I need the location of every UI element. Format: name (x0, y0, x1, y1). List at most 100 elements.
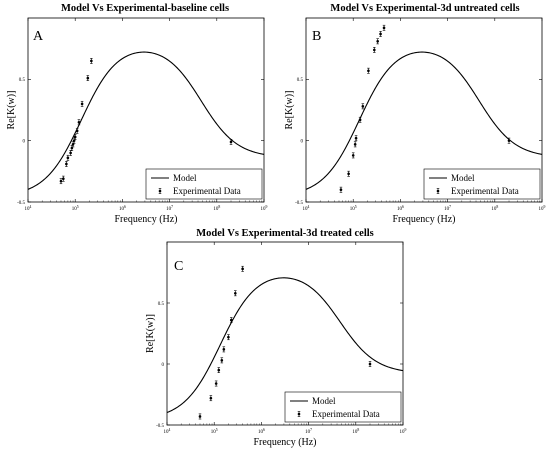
chart-title: Model Vs Experimental-baseline cells (61, 3, 229, 14)
experimental-point (351, 152, 355, 159)
y-tick-label: 0 (23, 139, 26, 144)
x-axis-label: Frequency (Hz) (392, 214, 455, 225)
legend-box (423, 168, 541, 200)
chart-title: Model Vs Experimental-3d treated cells (196, 228, 374, 239)
y-tick-label: 0.5 (19, 78, 26, 83)
experimental-point (347, 170, 350, 177)
experimental-point (358, 116, 362, 123)
experimental-point (65, 161, 68, 167)
legend-entry-experimental: Experimental Data (312, 409, 380, 419)
y-tick-label: 0.5 (158, 302, 165, 307)
y-tick-label: 0 (301, 139, 304, 144)
plot-frame (27, 17, 265, 203)
y-axis-label: Re[K(w)] (6, 91, 17, 130)
panel-letter: B (312, 29, 321, 44)
legend-box (145, 168, 263, 200)
x-tick-label: 109 (539, 205, 546, 212)
legend-swatch-experimental (297, 411, 301, 417)
x-tick-label: 109 (400, 428, 407, 435)
x-tick-label: 107 (444, 205, 451, 212)
experimental-point (229, 317, 233, 323)
legend-swatch-experimental (436, 188, 440, 194)
experimental-point (217, 367, 221, 374)
experimental-point (379, 31, 382, 37)
experimental-point (90, 58, 93, 64)
legend-swatch-experimental (158, 188, 162, 194)
experimental-point (222, 346, 226, 353)
legend-box (284, 391, 402, 423)
y-tick-label: 0.5 (297, 78, 304, 83)
legend-entry-model: Model (451, 173, 475, 183)
y-axis-label: Re[K(w)] (145, 314, 156, 353)
panel-letter: A (33, 29, 44, 44)
y-tick-label: -0.5 (17, 201, 25, 206)
x-tick-label: 108 (352, 428, 359, 435)
chart-title: Model Vs Experimental-3d untreated cells (330, 3, 519, 14)
experimental-point (75, 127, 79, 134)
x-tick-label: 104 (303, 205, 310, 212)
experimental-point (241, 265, 244, 272)
panel-letter: C (174, 259, 183, 274)
experimental-point (367, 67, 370, 74)
experimental-point (220, 357, 224, 364)
x-tick-label: 104 (25, 205, 32, 212)
x-tick-label: 104 (164, 428, 171, 435)
experimental-point (66, 154, 70, 161)
experimental-point (198, 413, 202, 420)
experimental-point (353, 141, 357, 148)
experimental-point (376, 38, 379, 45)
plot-frame (166, 241, 404, 426)
experimental-point (71, 141, 75, 148)
x-axis-label: Frequency (Hz) (114, 214, 177, 225)
chart-panel-c: Model Vs Experimental-3d treated cells 10… (145, 228, 407, 448)
experimental-point (368, 361, 372, 367)
legend: Model Experimental Data (145, 168, 263, 200)
x-tick-label: 106 (119, 205, 126, 212)
experimental-point (507, 137, 511, 144)
experimental-point (382, 24, 386, 31)
legend: Model Experimental Data (284, 391, 402, 423)
y-axis-label: Re[K(w)] (284, 91, 295, 130)
x-tick-label: 105 (350, 205, 357, 212)
experimental-point (86, 75, 90, 82)
x-tick-label: 106 (397, 205, 404, 212)
experimental-point (59, 178, 63, 185)
experimental-point (62, 175, 65, 182)
experimental-point (214, 380, 218, 387)
x-tick-label: 105 (211, 428, 218, 435)
y-tick-label: -0.5 (295, 201, 303, 206)
model-curve (305, 51, 543, 190)
experimental-point (354, 135, 358, 142)
experimental-point (209, 395, 213, 402)
x-tick-label: 108 (491, 205, 498, 212)
legend-entry-model: Model (312, 396, 336, 406)
chart-panel-b: Model Vs Experimental-3d untreated cells… (284, 3, 546, 225)
plot-frame (305, 17, 543, 203)
experimental-point (229, 138, 233, 145)
x-tick-label: 108 (213, 205, 220, 212)
experimental-point (373, 46, 376, 53)
chart-panel-a: Model Vs Experimental-baseline cells 104 1… (6, 3, 268, 225)
x-tick-label: 107 (305, 428, 312, 435)
x-tick-label: 109 (261, 205, 268, 212)
x-tick-label: 107 (166, 205, 173, 212)
legend-entry-experimental: Experimental Data (173, 186, 241, 196)
x-tick-label: 105 (72, 205, 79, 212)
experimental-point (80, 100, 84, 107)
y-tick-label: 0 (162, 363, 165, 368)
experimental-point (234, 290, 237, 297)
legend: Model Experimental Data (423, 168, 541, 200)
model-curve (166, 277, 404, 414)
experimental-point (361, 103, 365, 110)
experimental-point (339, 186, 343, 193)
experimental-point (73, 134, 77, 140)
legend-entry-model: Model (173, 173, 197, 183)
model-curve (27, 51, 265, 190)
experimental-point (227, 334, 230, 341)
x-axis-label: Frequency (Hz) (253, 437, 316, 448)
y-tick-label: -0.5 (156, 424, 164, 429)
experimental-point (77, 119, 81, 126)
legend-entry-experimental: Experimental Data (451, 186, 519, 196)
x-tick-label: 106 (258, 428, 265, 435)
